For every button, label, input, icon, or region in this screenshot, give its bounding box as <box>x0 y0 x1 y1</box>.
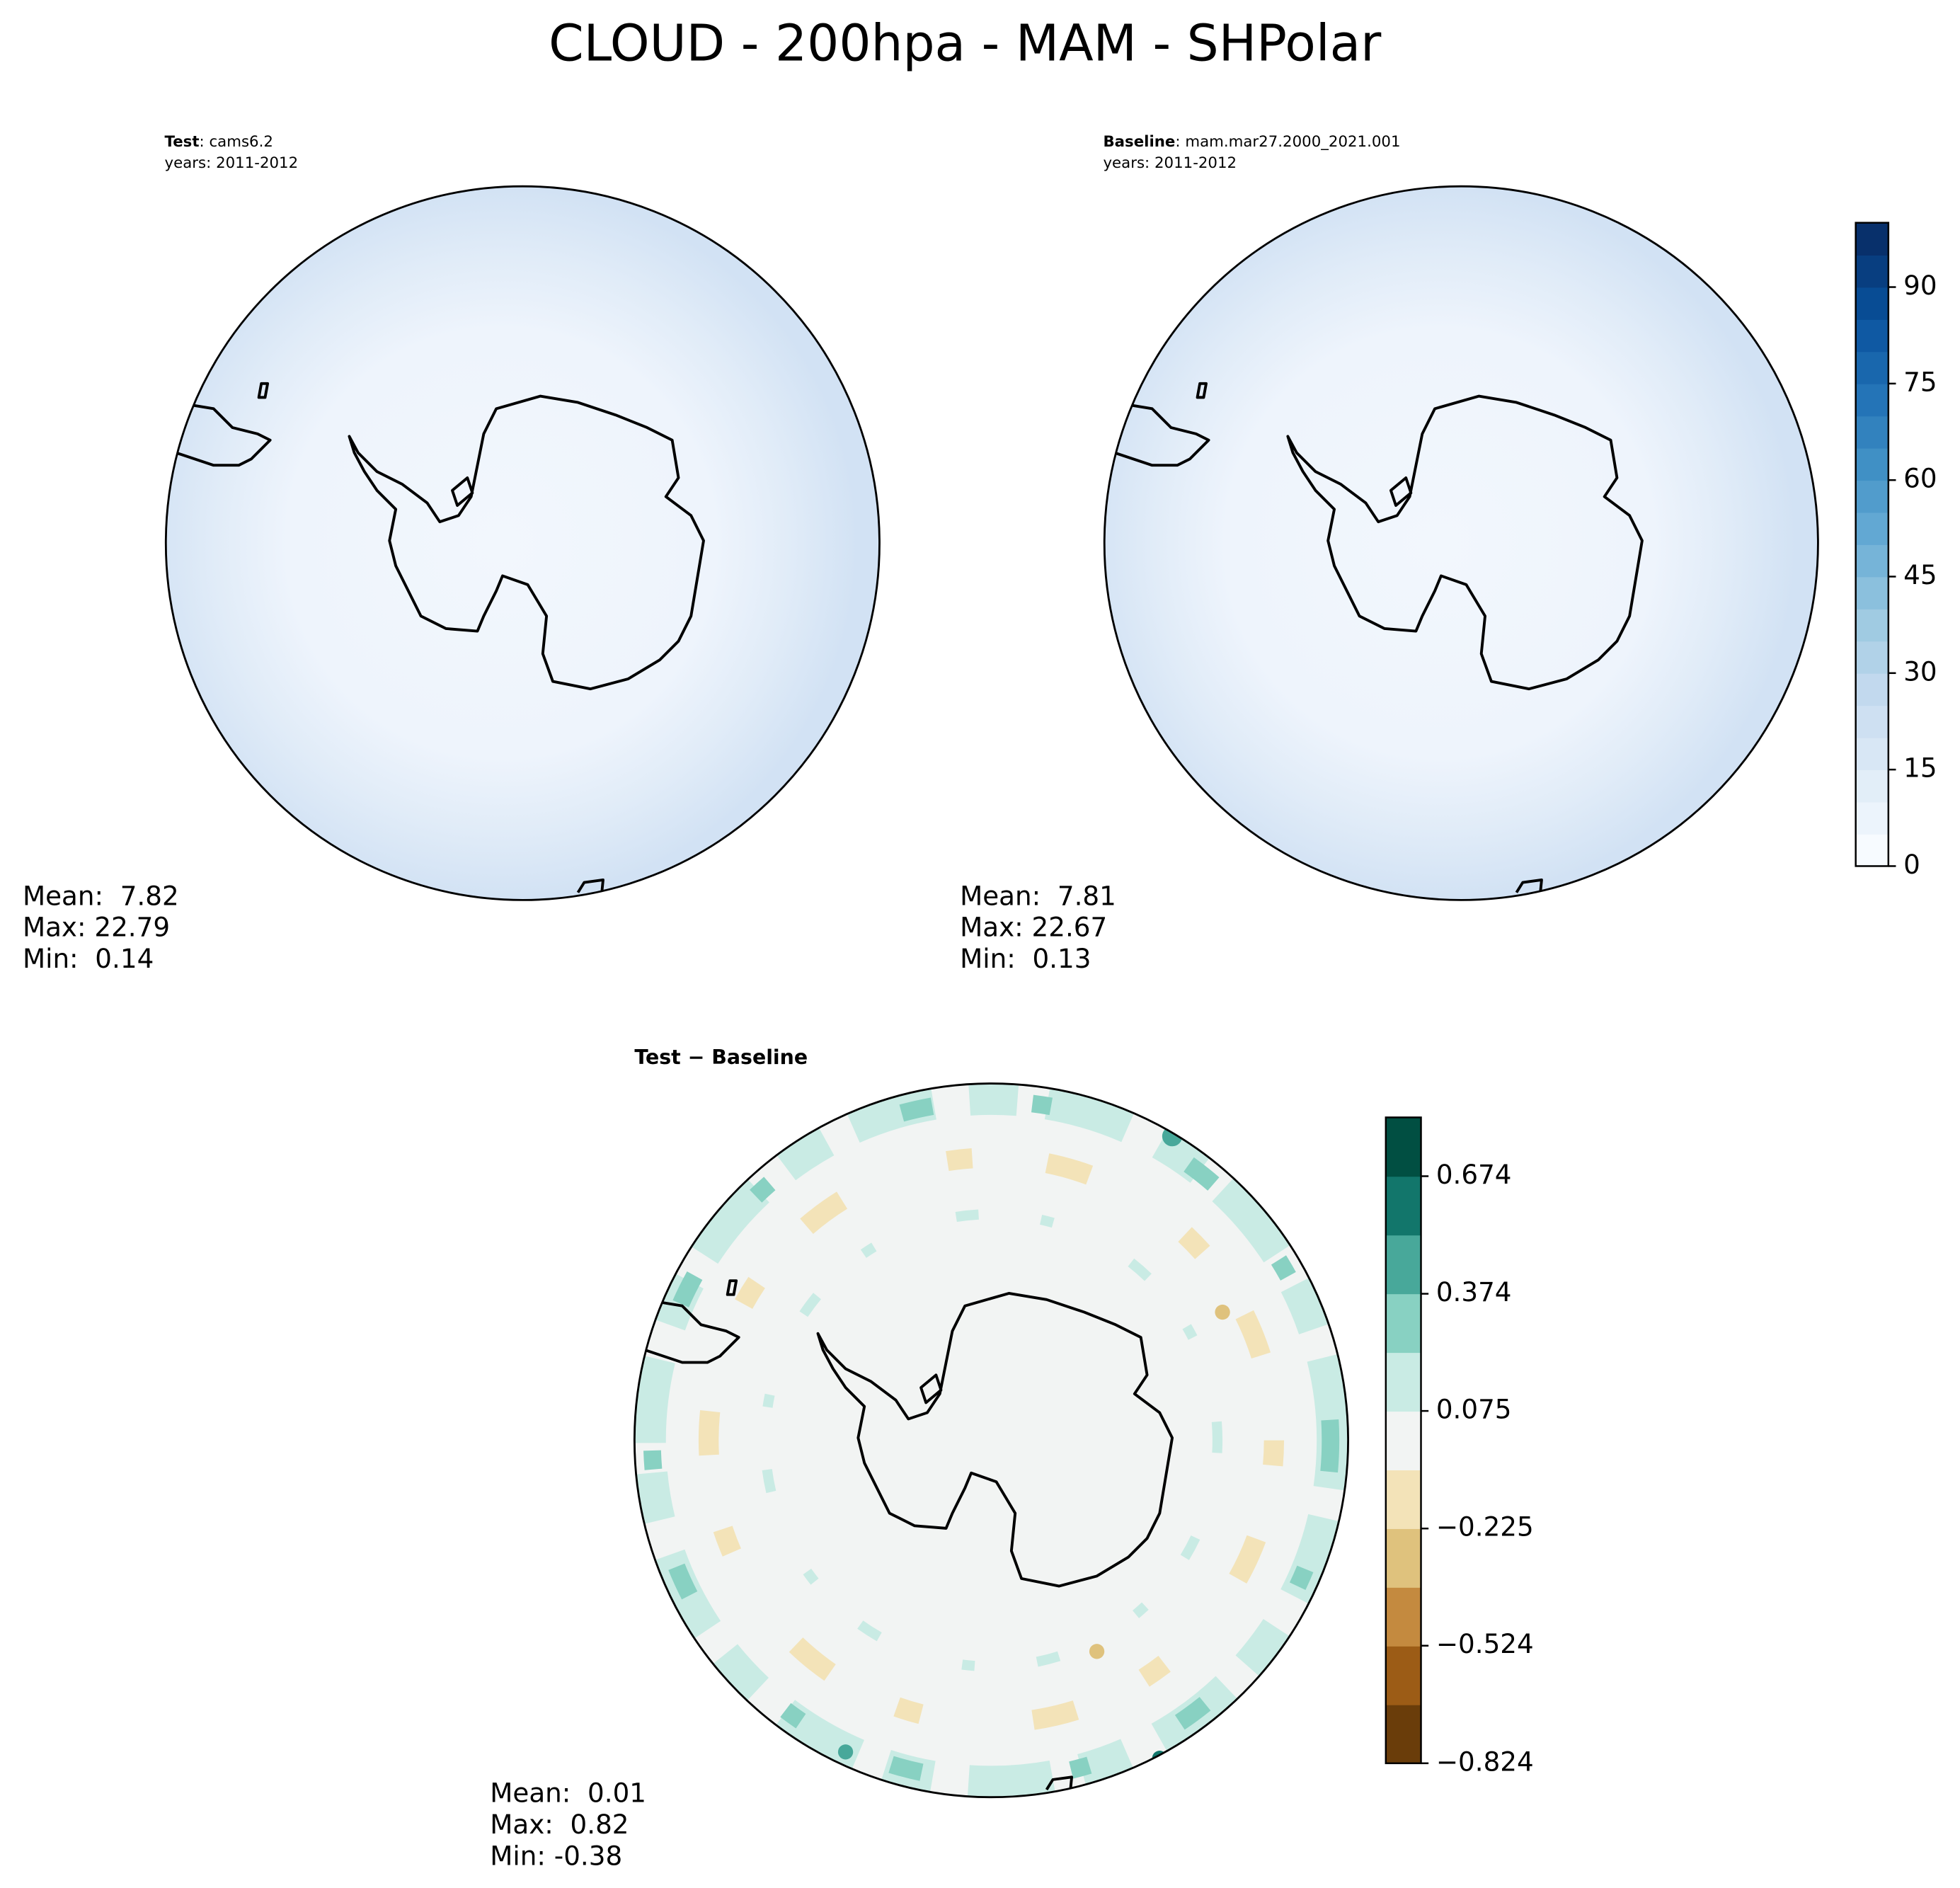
colorbar-band <box>1855 351 1889 384</box>
panel-label: Test − Baseline <box>634 1046 808 1069</box>
colorbar-band <box>1855 480 1889 513</box>
colorbar-tick-label: 15 <box>1903 753 1937 784</box>
colorbar-band <box>1855 222 1889 256</box>
stat: Max: 0.82 <box>490 1809 629 1840</box>
label-bold: Baseline <box>1103 133 1175 151</box>
colorbar-tick-label: 60 <box>1903 463 1937 494</box>
colorbar-band <box>1385 1470 1421 1529</box>
colorbar-tick-label: 30 <box>1903 656 1937 687</box>
stat: Min: -0.38 <box>490 1840 622 1871</box>
panel-label: Test: cams6.2 <box>165 133 273 151</box>
panel-diff: Test − Baseline Mean: 0.01 Max: 0.82 Min… <box>490 1046 1349 1871</box>
colorbar-tick-label: −0.824 <box>1436 1746 1534 1777</box>
colorbar-band <box>1855 834 1889 867</box>
colorbar-band <box>1385 1293 1421 1354</box>
colorbar-band <box>1855 608 1889 642</box>
stat: Min: 0.14 <box>23 943 154 974</box>
label-bold: Test <box>165 133 200 151</box>
colorbar-tick-label: 0 <box>1903 849 1920 880</box>
colorbar-band <box>1855 769 1889 803</box>
colorbar-band <box>1385 1117 1421 1177</box>
colorbar-band <box>1855 255 1889 288</box>
label-name: : cams6.2 <box>200 133 273 151</box>
stat: Mean: 0.01 <box>490 1778 646 1809</box>
colorbar-tick-label: 75 <box>1903 366 1937 397</box>
colorbar-band <box>1385 1411 1421 1470</box>
colorbar-frame <box>1385 1116 1422 1765</box>
colorbar-band <box>1855 737 1889 771</box>
map-border <box>633 1082 1349 1799</box>
colorbar-band <box>1385 1704 1421 1764</box>
stat: Max: 22.67 <box>960 912 1107 943</box>
label-name: : mam.mar27.2000_2021.001 <box>1175 133 1400 151</box>
colorbar-band <box>1855 801 1889 835</box>
colorbar-band <box>1385 1586 1421 1647</box>
colorbar-band <box>1385 1235 1421 1295</box>
colorbar-tick-label: 0.674 <box>1436 1159 1512 1190</box>
panel-label: Baseline: mam.mar27.2000_2021.001 <box>1103 133 1400 151</box>
colorbar-band <box>1855 319 1889 353</box>
panel-years: years: 2011-2012 <box>1103 154 1237 172</box>
colorbar-band <box>1385 1528 1421 1588</box>
figure-title: CLOUD - 200hpa - MAM - SHPolar <box>549 14 1382 73</box>
colorbar-band <box>1855 544 1889 578</box>
colorbar-tick-label: 0.374 <box>1436 1276 1512 1308</box>
colorbar-band <box>1855 383 1889 417</box>
stat: Min: 0.13 <box>960 943 1091 974</box>
colorbar-band <box>1855 576 1889 610</box>
colorbar-band <box>1385 1645 1421 1705</box>
panel-baseline: Baseline: mam.mar27.2000_2021.001 years:… <box>960 133 1819 974</box>
map <box>1103 185 1819 901</box>
colorbar-tick-label: 90 <box>1903 270 1937 301</box>
colorbar-band <box>1855 447 1889 481</box>
panel-years: years: 2011-2012 <box>165 154 299 172</box>
stat: Max: 22.79 <box>23 912 170 943</box>
colorbar-band <box>1855 512 1889 545</box>
stat: Mean: 7.82 <box>23 880 179 911</box>
colorbar-tick-label: 0.075 <box>1436 1394 1512 1425</box>
colorbar-band <box>1855 641 1889 674</box>
colorbar-band <box>1855 673 1889 706</box>
stat: Mean: 7.81 <box>960 880 1116 911</box>
colorbar-tick-label: −0.524 <box>1436 1628 1534 1659</box>
colorbar-tick-label: 45 <box>1903 559 1937 590</box>
panel-test: Test: cams6.2 years: 2011-2012 Mean: 7.8… <box>23 133 881 974</box>
colorbar-band <box>1385 1176 1421 1236</box>
map <box>164 185 881 901</box>
colorbar-band <box>1855 705 1889 738</box>
colorbar-tick-label: −0.225 <box>1436 1511 1534 1543</box>
colorbar-band <box>1385 1352 1421 1412</box>
colorbar-band <box>1855 287 1889 320</box>
colorbar-band <box>1855 416 1889 449</box>
colorbar-frame <box>1855 222 1890 867</box>
map <box>634 1083 1348 1797</box>
